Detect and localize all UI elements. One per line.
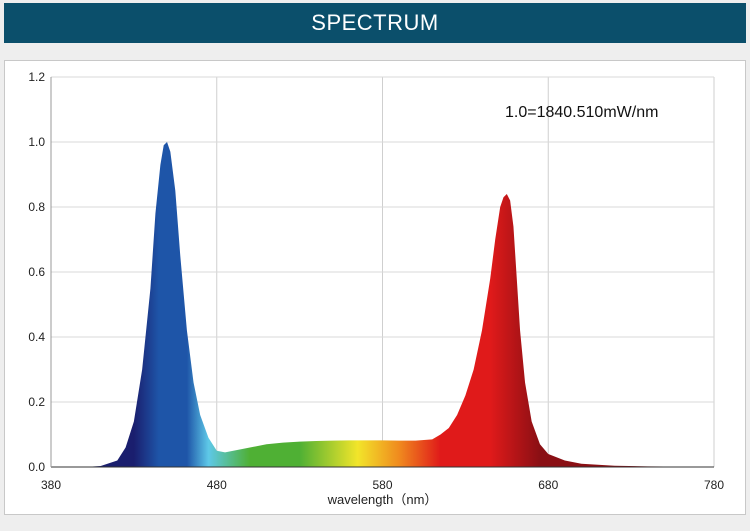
x-tick-label: 480 [207,478,227,492]
chart-panel: 0.0 0.2 0.4 0.6 0.8 1.0 1.2 380 480 580 680 780 wave… [4,60,746,515]
chart-header: SPECTRUM [4,3,746,43]
x-tick-label: 380 [41,478,61,492]
y-tick-label: 0.0 [28,460,45,474]
x-tick-label: 780 [704,478,724,492]
scale-annotation: 1.0=1840.510mW/nm [505,104,658,121]
header-title: SPECTRUM [311,10,439,35]
y-tick-label: 0.4 [28,330,45,344]
x-axis-label: wavelength（nm） [327,492,438,507]
x-tick-label: 580 [372,478,392,492]
y-tick-label: 0.2 [28,395,45,409]
spectrum-chart: 0.0 0.2 0.4 0.6 0.8 1.0 1.2 380 480 580 680 780 wave… [28,70,724,507]
y-tick-label: 0.8 [28,200,45,214]
y-tick-label: 1.2 [28,70,45,84]
spectrum-area [51,142,714,467]
x-tick-label: 680 [538,478,558,492]
y-tick-label: 0.6 [28,265,45,279]
y-tick-label: 1.0 [28,135,45,149]
